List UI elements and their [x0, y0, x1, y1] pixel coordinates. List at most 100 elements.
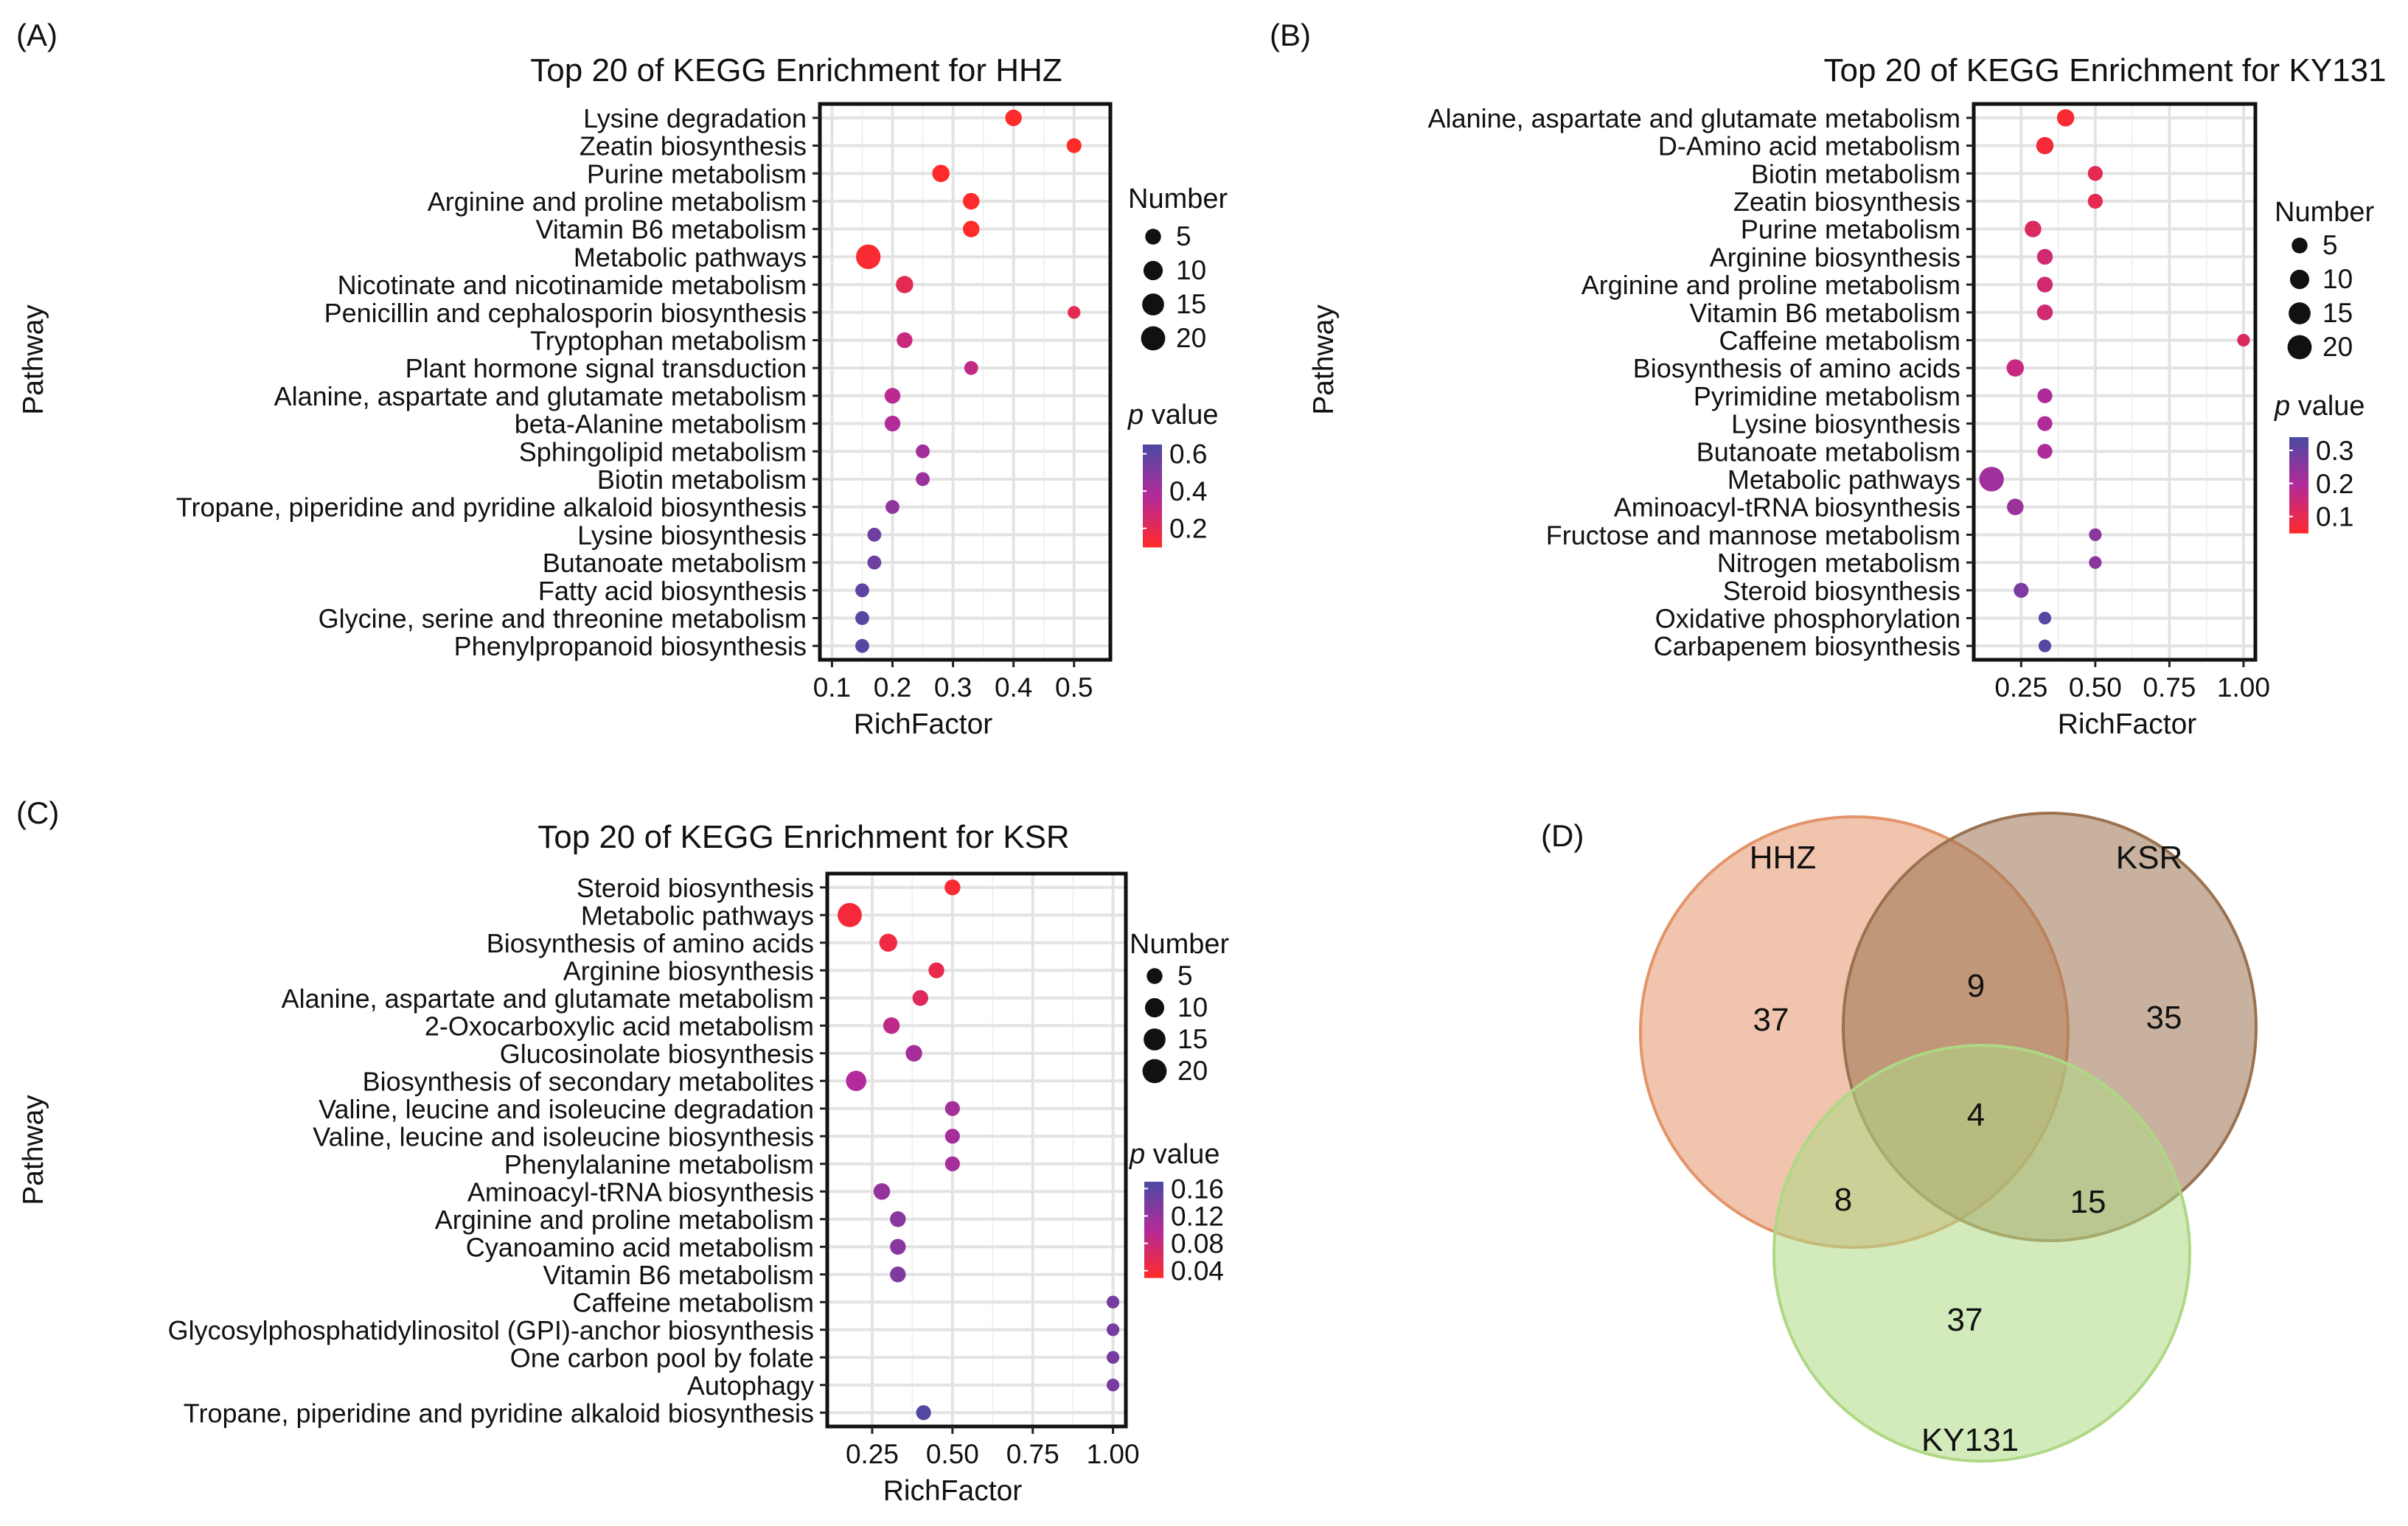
data-point [944, 879, 961, 896]
y-tick-label: beta-Alanine metabolism [515, 409, 807, 439]
color-bar-segment [1144, 1216, 1163, 1219]
color-bar-segment [1143, 446, 1162, 449]
data-point [885, 500, 899, 515]
color-bar-segment [1144, 1193, 1163, 1195]
y-tick-label: Nicotinate and nicotinamide metabolism [338, 270, 807, 300]
color-bar-segment [1143, 456, 1162, 459]
color-bar-segment [1143, 518, 1162, 520]
color-bar-segment [1143, 461, 1162, 464]
color-bar-segment [2289, 483, 2308, 486]
color-legend-label: 0.2 [2316, 469, 2353, 499]
color-bar-segment [1144, 1258, 1163, 1261]
size-legend-dot [2289, 302, 2311, 324]
data-point [884, 415, 901, 432]
color-bar-segment [1144, 1207, 1163, 1210]
venn-count-ksr-ky131: 15 [2070, 1184, 2106, 1220]
color-bar-segment [2289, 495, 2308, 497]
data-point [944, 1129, 960, 1144]
color-bar-segment [2289, 447, 2308, 449]
size-legend-dot [1144, 1028, 1166, 1051]
color-legend-label: 0.04 [1171, 1256, 1224, 1286]
color-bar-segment [2289, 521, 2308, 524]
y-tick-label: Carbapenem biosynthesis [1654, 631, 1960, 661]
plot-grid-b [1974, 104, 2255, 660]
y-tick-label: Butanoate metabolism [543, 548, 807, 578]
color-bar-segment [1143, 473, 1162, 476]
color-bar-segment [2289, 439, 2308, 441]
color-bar-segment [2289, 480, 2308, 483]
color-bar-segment [1144, 1222, 1163, 1224]
size-legend-title: Number [1130, 929, 1229, 960]
color-bar-segment [1144, 1194, 1163, 1197]
x-tick-label: 0.75 [2143, 672, 2196, 703]
color-bar-segment [1143, 458, 1162, 461]
y-tick-label: Vitamin B6 metabolism [1690, 298, 1961, 328]
size-legend-dot [1143, 260, 1163, 281]
data-point [964, 360, 978, 375]
color-bar-segment [2289, 440, 2308, 443]
color-bar-segment [2289, 478, 2308, 481]
color-bar-segment [1144, 1218, 1163, 1221]
color-bar-segment [1144, 1208, 1163, 1211]
color-bar-segment [1143, 545, 1162, 548]
data-point [2007, 498, 2024, 515]
color-bar-segment [1144, 1260, 1163, 1262]
color-bar-segment [1144, 1182, 1163, 1184]
color-bar-segment [1144, 1253, 1163, 1256]
color-bar-segment [1144, 1256, 1163, 1259]
x-tick-label: 0.75 [1006, 1439, 1059, 1469]
color-bar-segment [1144, 1188, 1163, 1191]
x-tick-label: 0.25 [1994, 672, 2047, 703]
color-bar-segment [2289, 450, 2308, 453]
color-legend-title: p value [1129, 1139, 1220, 1170]
color-bar-segment [1144, 1274, 1163, 1277]
data-point [912, 990, 928, 1006]
color-bar-segment [2289, 502, 2308, 505]
color-bar-segment [2289, 448, 2308, 450]
data-point [855, 638, 869, 653]
size-legend-dot [1145, 229, 1161, 245]
color-bar-segment [2289, 509, 2308, 512]
color-bar-segment [2289, 475, 2308, 478]
color-bar-segment [1143, 470, 1162, 473]
venn-count-ksr-only: 35 [2146, 1000, 2182, 1036]
color-bar-segment [1143, 449, 1162, 452]
data-point [1106, 1323, 1120, 1337]
color-bar-segment [2289, 467, 2308, 470]
data-point [1068, 306, 1081, 319]
color-bar-segment [2289, 442, 2308, 445]
color-bar-segment [2289, 517, 2308, 520]
color-bar-segment [1144, 1223, 1163, 1226]
color-bar-segment [1144, 1241, 1163, 1243]
color-bar-segment [1144, 1244, 1163, 1247]
y-tick-label: Steroid biosynthesis [1723, 576, 1960, 606]
x-axis-title-c: RichFactor [883, 1475, 1023, 1507]
color-bar-segment [2289, 451, 2308, 454]
venn-count-all-three: 4 [1967, 1097, 1985, 1133]
color-legend-title-rest: value [1145, 1139, 1219, 1170]
y-tick-label: Aminoacyl-tRNA biosynthesis [467, 1177, 814, 1207]
data-point [916, 444, 930, 459]
color-bar-segment [1144, 1266, 1163, 1269]
y-tick-label: Alanine, aspartate and glutamate metabol… [282, 983, 814, 1014]
data-point [2036, 136, 2054, 155]
data-point [1005, 109, 1022, 127]
venn-label-ksr: KSR [2116, 840, 2182, 876]
color-bar-segment [2289, 507, 2308, 510]
color-bar-segment [1143, 463, 1162, 466]
color-bar-segment [1144, 1212, 1163, 1214]
color-bar-segment [1143, 475, 1162, 478]
color-bar-segment [1143, 543, 1162, 546]
size-legend-label: 15 [1177, 1024, 1208, 1054]
color-bar-segment [1143, 495, 1162, 498]
y-tick-label: Cyanoamino acid metabolism [466, 1232, 814, 1262]
color-bar-segment [1143, 509, 1162, 512]
color-bar-segment [1144, 1233, 1163, 1236]
y-tick-label: Vitamin B6 metabolism [543, 1260, 815, 1290]
panel-label-b: (B) [1270, 18, 1311, 52]
color-bar-segment [1144, 1202, 1163, 1205]
data-point [867, 555, 882, 570]
y-tick-label: Fructose and mannose metabolism [1546, 520, 1960, 550]
venn-count-hhz-only: 37 [1753, 1002, 1789, 1038]
plot-grid-c [827, 874, 1126, 1426]
